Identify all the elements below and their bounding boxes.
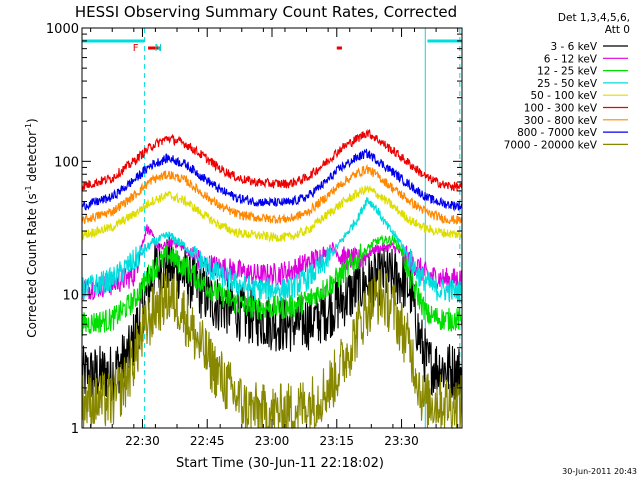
series-lines <box>81 128 463 430</box>
x-tick-label-0: 22:30 <box>125 434 160 448</box>
y-tick-label-2: 100 <box>54 155 79 170</box>
legend-header-line-2: Att 0 <box>605 24 630 36</box>
x-tick-label-3: 23:15 <box>319 434 354 448</box>
y-axis: 1 10 100 1000 <box>46 22 462 437</box>
y-tick-label-3: 1000 <box>46 22 79 37</box>
x-axis-label: Start Time (30-Jun-11 22:18:02) <box>176 456 384 471</box>
legend-header-line-1: Det 1,3,4,5,6, <box>558 12 630 24</box>
series-line-5 <box>81 128 463 192</box>
legend-label-6: 300 - 800 keV <box>524 115 598 127</box>
y-tick-label-0: 1 <box>71 422 79 437</box>
series-line-0 <box>81 236 463 401</box>
footer-timestamp: 30-Jun-2011 20:43 <box>562 467 637 476</box>
legend-label-2: 12 - 25 keV <box>537 66 598 78</box>
legend-label-1: 6 - 12 keV <box>544 53 598 65</box>
series-line-6 <box>81 163 463 226</box>
series-line-3 <box>81 197 463 304</box>
plot-frame <box>81 27 463 429</box>
series-line-7 <box>81 148 463 212</box>
series-line-2 <box>81 234 463 337</box>
legend-label-8: 7000 - 20000 keV <box>504 139 598 151</box>
x-axis: 22:30 22:45 23:00 23:15 23:30 <box>90 28 459 448</box>
legend-label-0: 3 - 6 keV <box>550 41 597 53</box>
x-tick-label-4: 23:30 <box>384 434 419 448</box>
y-tick-label-1: 10 <box>62 289 79 304</box>
chart-title: HESSI Observing Summary Count Rates, Cor… <box>75 3 457 21</box>
annotation-label-0: F <box>133 43 139 54</box>
y-axis-label: Corrected Count Rate (s-1 detector-1) <box>24 118 39 337</box>
x-tick-label-2: 23:00 <box>255 434 290 448</box>
x-tick-label-1: 22:45 <box>190 434 225 448</box>
series-line-1 <box>81 224 463 301</box>
legend-label-5: 100 - 300 keV <box>524 103 598 115</box>
series-line-4 <box>81 185 463 243</box>
legend-label-7: 800 - 7000 keV <box>517 127 598 139</box>
annotation-label-1: N <box>155 43 162 54</box>
legend-label-4: 50 - 100 keV <box>530 90 597 102</box>
legend-label-3: 25 - 50 keV <box>537 78 598 90</box>
